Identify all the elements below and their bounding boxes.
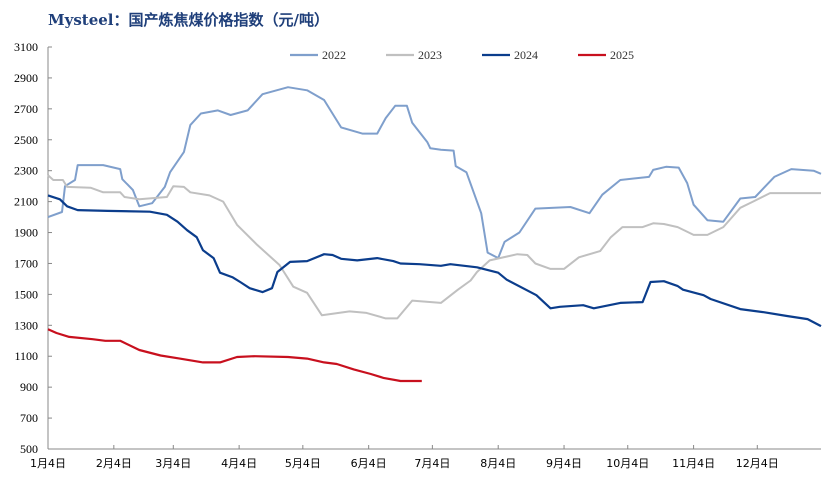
series-line-2025 — [47, 328, 422, 383]
y-tick-label: 2300 — [14, 164, 38, 178]
y-tick-label: 2900 — [14, 71, 38, 85]
y-axis: 500 700 900 1100 1300 1500 1700 1900 2100 2300 250… — [14, 40, 52, 456]
legend-label: 2024 — [514, 48, 538, 62]
legend-label: 2025 — [610, 48, 634, 62]
legend: 2022 2023 2024 2025 — [290, 48, 634, 62]
x-tick-label: 3月4日 — [155, 457, 191, 470]
x-tick-label: 12月4日 — [736, 457, 779, 470]
x-tick-label: 5月4日 — [285, 457, 321, 470]
x-tick-label: 1月4日 — [30, 457, 66, 470]
y-tick-label: 700 — [20, 411, 38, 425]
y-tick-label: 2700 — [14, 102, 38, 116]
y-tick-label: 1100 — [14, 349, 38, 363]
series-line-2024 — [47, 194, 822, 328]
y-tick-label: 2100 — [14, 195, 38, 209]
x-tick-label: 2月4日 — [96, 457, 132, 470]
y-tick-label: 1300 — [14, 318, 38, 332]
series-line-2023 — [47, 174, 821, 320]
y-tick-label: 500 — [20, 442, 38, 456]
legend-label: 2023 — [418, 48, 442, 62]
x-tick-label: 9月4日 — [546, 457, 582, 470]
x-tick-label: 4月4日 — [221, 457, 257, 470]
y-tick-label: 900 — [20, 380, 38, 394]
legend-label: 2022 — [322, 48, 346, 62]
x-tick-label: 6月4日 — [351, 457, 387, 470]
series-lines — [47, 86, 822, 383]
y-tick-label: 1900 — [14, 226, 38, 240]
x-tick-label: 8月4日 — [480, 457, 516, 470]
y-tick-label: 2500 — [14, 133, 38, 147]
x-tick-label: 11月4日 — [672, 457, 715, 470]
x-axis: 1月4日 2月4日 3月4日 4月4日 5月4日 6月4日 7月4日 8月4日 9月4日 10月4… — [30, 445, 821, 470]
y-tick-label: 1500 — [14, 287, 38, 301]
y-tick-label: 3100 — [14, 40, 38, 54]
series-line-2022 — [47, 86, 822, 260]
chart-title: Mysteel：国产炼焦煤价格指数（元/吨） — [48, 11, 329, 29]
x-tick-label: 10月4日 — [606, 457, 649, 470]
x-tick-label: 7月4日 — [414, 457, 450, 470]
y-tick-label: 1700 — [14, 256, 38, 270]
